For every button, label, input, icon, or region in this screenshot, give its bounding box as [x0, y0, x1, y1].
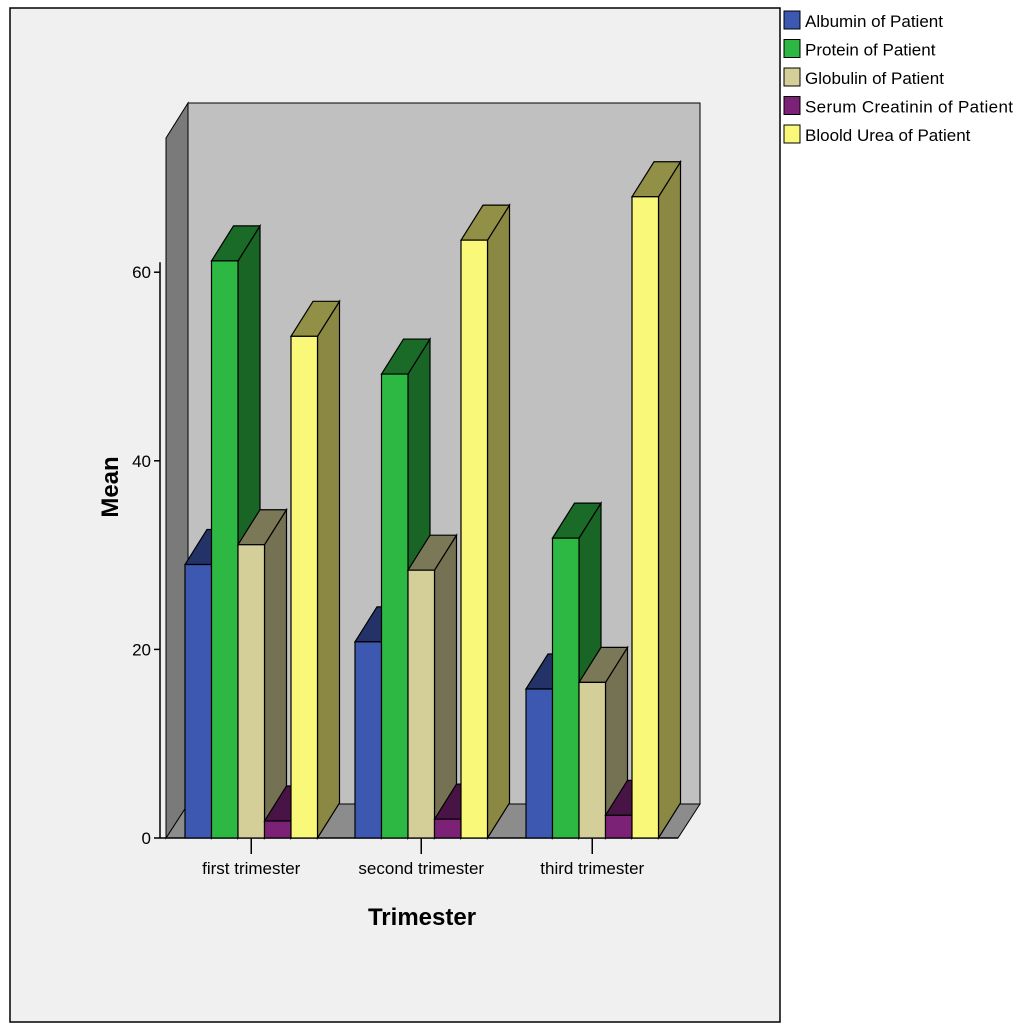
legend-swatch — [784, 11, 800, 29]
legend-item-label: Serum Creatinin of Patient — [805, 98, 1013, 117]
legend: Albumin of Patient Protein of Patient Glob… — [784, 11, 1013, 145]
y-tick-label: 40 — [132, 452, 151, 471]
bar-front — [526, 689, 553, 838]
bar-side — [318, 301, 340, 838]
legend-item-label: Globulin of Patient — [805, 69, 944, 88]
bar-front — [355, 642, 382, 838]
bar-front — [238, 545, 265, 838]
bar-front — [632, 197, 659, 838]
bar-side — [488, 205, 510, 838]
bar — [291, 301, 340, 838]
x-tick-label: first trimester — [202, 859, 301, 878]
bar — [632, 162, 681, 838]
bar-side — [659, 162, 681, 838]
x-tick-label: third trimester — [540, 859, 644, 878]
bar-front — [579, 682, 606, 838]
bar-front — [265, 821, 292, 838]
y-tick-label: 60 — [132, 263, 151, 282]
bar-front — [185, 565, 212, 838]
bar — [238, 510, 287, 838]
y-tick-label: 0 — [142, 829, 151, 848]
legend-swatch — [784, 125, 800, 143]
bar-front — [435, 819, 462, 838]
y-axis-title: Mean — [97, 456, 124, 517]
bar-front — [606, 815, 633, 838]
legend-item-label: Protein of Patient — [805, 41, 936, 60]
legend-swatch — [784, 68, 800, 86]
bar — [461, 205, 510, 838]
y-tick-label: 20 — [132, 640, 151, 659]
bar — [408, 535, 457, 838]
x-axis-title: Trimester — [368, 904, 476, 931]
bar-side — [265, 510, 287, 838]
bar-front — [408, 570, 435, 838]
bar-front — [212, 261, 239, 838]
legend-item-label: Albumin of Patient — [805, 12, 943, 31]
bar-front — [291, 336, 318, 838]
x-tick-label: second trimester — [358, 859, 484, 878]
legend-item-label: Bloold Urea of Patient — [805, 126, 971, 145]
bar-front — [382, 374, 409, 838]
bar-front — [553, 538, 580, 838]
legend-swatch — [784, 40, 800, 58]
legend-swatch — [784, 97, 800, 115]
bar-front — [461, 240, 488, 838]
